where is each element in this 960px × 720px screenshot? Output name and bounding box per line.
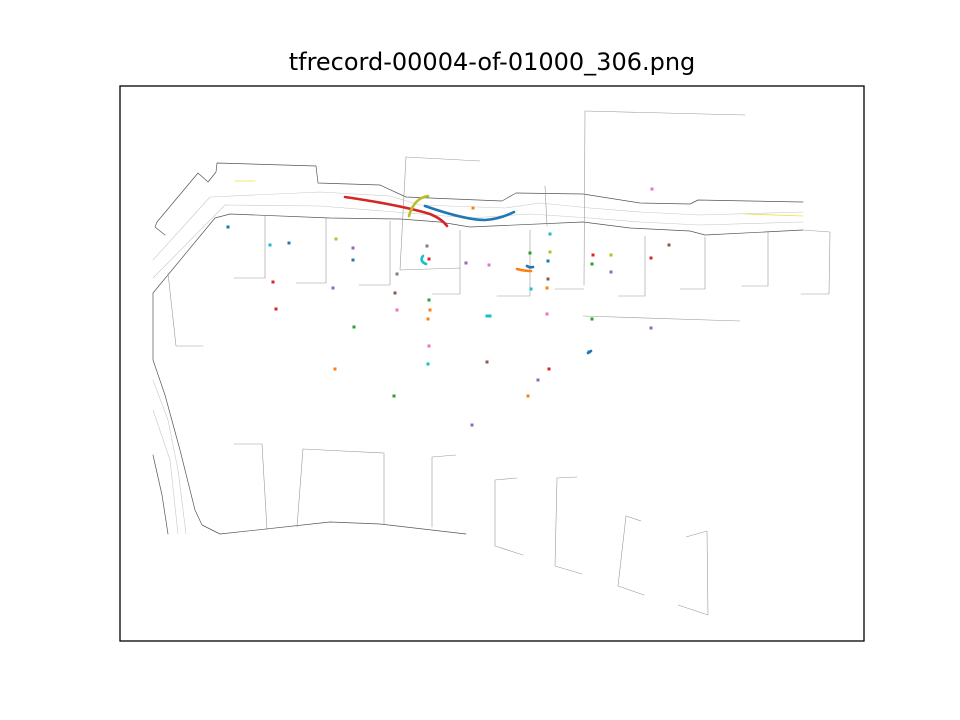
- agent-marker: [334, 237, 338, 241]
- agent-marker: [649, 326, 653, 330]
- agent-marker: [609, 253, 613, 257]
- agent-marker: [545, 312, 549, 316]
- agent-marker: [485, 314, 489, 318]
- agent-marker: [392, 394, 396, 398]
- agent-marker: [274, 307, 278, 311]
- agent-marker: [546, 277, 550, 281]
- agent-marker: [536, 378, 540, 382]
- agent-marker: [649, 256, 653, 260]
- agent-trajectory: [343, 195, 449, 228]
- agent-marker: [395, 308, 399, 312]
- agent-marker: [547, 367, 551, 371]
- agent-marker: [395, 272, 399, 276]
- agent-markers: [226, 187, 671, 427]
- agent-trajectory: [515, 267, 533, 273]
- agent-marker: [548, 250, 552, 254]
- agent-marker: [545, 286, 549, 290]
- agent-marker: [351, 258, 355, 262]
- agent-trajectories: [343, 194, 593, 355]
- lane-2: [152, 204, 804, 279]
- boundary-lines: [167, 110, 831, 616]
- agent-marker: [609, 270, 613, 274]
- axes-frame: [119, 85, 865, 642]
- road-edge-top: [156, 162, 804, 223]
- agent-marker: [427, 257, 431, 261]
- yellow-line-2: [744, 213, 804, 217]
- agent-marker: [331, 286, 335, 290]
- agent-marker: [591, 253, 595, 257]
- agent-marker: [650, 187, 654, 191]
- figure-title: tfrecord-00004-of-01000_306.png: [288, 48, 696, 76]
- agent-marker: [487, 263, 491, 267]
- agent-marker: [425, 244, 429, 248]
- agent-marker: [590, 262, 594, 266]
- agent-marker: [427, 298, 431, 302]
- agent-marker: [226, 225, 230, 229]
- agent-marker: [488, 314, 492, 318]
- agent-marker: [529, 287, 533, 291]
- agent-marker: [351, 246, 355, 250]
- agent-marker: [590, 317, 594, 321]
- agent-trajectory: [420, 254, 428, 266]
- agent-marker: [464, 261, 468, 265]
- lane-4: [152, 409, 179, 535]
- road-edge-top-end: [154, 221, 166, 236]
- agent-trajectory: [423, 204, 516, 222]
- agent-marker: [548, 232, 552, 236]
- agent-marker: [546, 259, 550, 263]
- agent-marker: [528, 251, 532, 255]
- agent-marker: [485, 360, 489, 364]
- agent-marker: [426, 362, 430, 366]
- agent-marker: [333, 367, 337, 371]
- agent-marker: [287, 241, 291, 245]
- agent-marker: [393, 291, 397, 295]
- lane-3: [152, 379, 187, 535]
- agent-marker: [426, 317, 430, 321]
- road-edge-left-far: [152, 454, 169, 535]
- agent-marker: [352, 325, 356, 329]
- agent-marker: [470, 423, 474, 427]
- agent-trajectory: [586, 349, 593, 355]
- road-edge-inner: [152, 213, 804, 535]
- agent-trajectory: [407, 194, 430, 218]
- agent-marker: [667, 243, 671, 247]
- road-map-lines: [152, 110, 831, 616]
- agent-marker: [471, 206, 475, 210]
- agent-marker: [526, 394, 530, 398]
- agent-trajectory: [525, 264, 535, 269]
- lane-1: [152, 191, 804, 261]
- agent-marker: [427, 344, 431, 348]
- agent-marker: [268, 243, 272, 247]
- agent-marker: [271, 280, 275, 284]
- agent-marker: [428, 308, 432, 312]
